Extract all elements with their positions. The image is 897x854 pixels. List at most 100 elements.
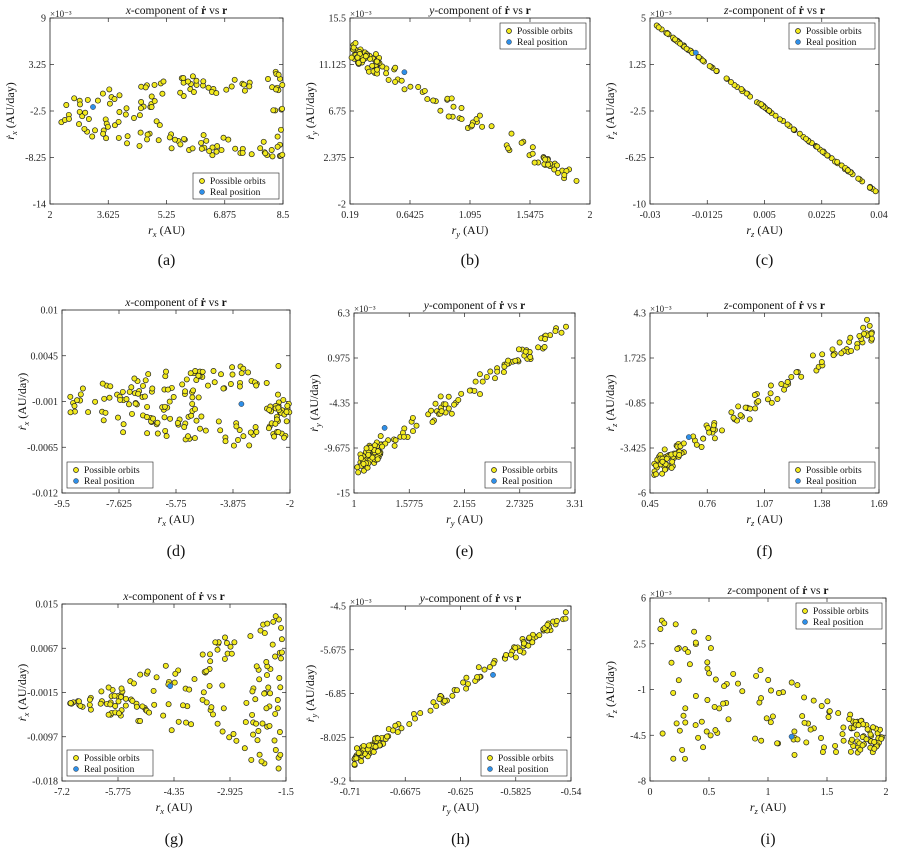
possible-orbit-point xyxy=(460,679,467,686)
possible-orbit-point xyxy=(71,95,78,102)
panel-title: z-component of ṙ vs r xyxy=(727,585,829,597)
possible-orbit-point xyxy=(264,672,270,679)
y-tick-label: 11.125 xyxy=(319,60,346,71)
possible-orbit-point xyxy=(180,93,187,99)
x-tick-label: -0.03 xyxy=(640,210,661,221)
possible-orbit-point xyxy=(707,645,714,652)
possible-orbit-point xyxy=(240,433,247,440)
possible-orbit-point xyxy=(463,685,470,692)
possible-orbit-point xyxy=(682,719,689,726)
possible-orbit-point xyxy=(375,448,381,455)
x-tick-label: -0.0125 xyxy=(692,210,723,221)
possible-orbit-point xyxy=(735,680,741,687)
possible-orbit-point xyxy=(505,357,512,364)
y-exponent-label: ×10⁻³ xyxy=(650,304,672,314)
possible-orbit-point xyxy=(190,89,197,95)
panel-title: x-component of ṙ vs r xyxy=(125,5,228,17)
possible-orbit-point xyxy=(92,127,98,134)
y-axis-label: ṙz (AU/day) xyxy=(603,83,619,140)
possible-orbit-point xyxy=(735,403,742,410)
possible-orbit-point xyxy=(115,118,122,125)
possible-orbit-point xyxy=(763,715,770,722)
possible-orbit-point xyxy=(245,369,252,376)
panel-f: 0.45 0.76 1.07 1.38 1.69 4.3 1.725 -0.85 -3.425 -… xyxy=(603,300,888,560)
possible-orbit-point xyxy=(854,344,861,351)
possible-orbit-point xyxy=(144,131,151,138)
x-tick-label: 8.5 xyxy=(277,210,290,221)
possible-orbit-point xyxy=(115,414,121,421)
possible-orbit-point xyxy=(177,89,184,96)
possible-orbit-point xyxy=(844,167,851,174)
real-position-point xyxy=(685,434,692,440)
panel-caption: (e) xyxy=(456,543,474,560)
possible-orbit-point xyxy=(392,437,399,444)
x-tick-label: 3.625 xyxy=(97,210,120,221)
legend-box xyxy=(499,22,587,50)
y-tick-label: -0.85 xyxy=(625,399,646,410)
possible-orbit-point xyxy=(413,422,420,429)
possible-orbit-point xyxy=(407,83,414,90)
legend-label-real: Real position xyxy=(84,765,135,775)
possible-orbit-point xyxy=(145,371,152,378)
possible-orbit-point xyxy=(847,748,854,755)
possible-orbit-point xyxy=(863,736,870,743)
y-tick-label: 6.75 xyxy=(329,107,347,118)
possible-orbit-point xyxy=(137,105,144,112)
possible-orbit-point xyxy=(137,129,144,136)
possible-orbit-point xyxy=(784,121,791,128)
real-position-point xyxy=(401,69,408,76)
possible-orbit-point xyxy=(454,687,460,694)
possible-orbit-point xyxy=(410,428,416,435)
possible-orbit-point xyxy=(272,420,279,427)
possible-orbit-point xyxy=(89,133,96,140)
legend-marker-real xyxy=(487,766,493,772)
possible-orbit-point xyxy=(791,751,798,758)
possible-orbit-point xyxy=(400,433,407,440)
possible-orbit-point xyxy=(455,396,462,403)
possible-orbit-point xyxy=(855,722,862,729)
panel-c: -0.03 -0.0125 0.005 0.0225 0.04 5 1.25 -2.5 -6.2… xyxy=(603,5,888,269)
possible-orbit-point xyxy=(670,689,677,696)
possible-orbit-point xyxy=(810,697,817,704)
possible-orbit-point xyxy=(241,745,248,752)
possible-orbit-point xyxy=(835,710,842,717)
legend-label-possible: Possible orbits xyxy=(210,177,266,187)
possible-orbit-point xyxy=(445,113,452,120)
possible-orbit-point xyxy=(707,732,714,739)
possible-orbit-point xyxy=(98,688,105,695)
possible-orbit-point xyxy=(691,628,698,635)
possible-orbit-point xyxy=(659,458,666,465)
legend-label-possible: Possible orbits xyxy=(806,27,862,37)
possible-orbit-point xyxy=(149,385,156,392)
possible-orbit-point xyxy=(573,177,580,184)
possible-orbit-point xyxy=(220,705,227,712)
y-tick-label: 1.25 xyxy=(629,60,647,71)
possible-orbit-point xyxy=(505,145,512,152)
possible-orbit-point xyxy=(752,405,759,412)
possible-orbit-point xyxy=(738,86,745,93)
possible-orbit-point xyxy=(661,446,668,453)
possible-orbit-point xyxy=(206,682,213,689)
possible-orbit-point xyxy=(430,699,437,706)
possible-orbit-point xyxy=(236,383,243,390)
possible-orbit-point xyxy=(179,381,186,388)
possible-orbit-point xyxy=(274,143,281,150)
possible-orbit-point xyxy=(477,391,483,398)
possible-orbit-point xyxy=(278,624,284,631)
panel-h: -0.71 -0.6675 -0.625 -0.5825 -0.54 -4.5 -5.675… xyxy=(303,593,581,848)
y-axis-label: ṙz (AU/day) xyxy=(603,661,619,718)
possible-orbit-point xyxy=(695,54,702,60)
legend-marker-real xyxy=(199,189,205,195)
possible-orbit-point xyxy=(739,688,746,695)
possible-orbit-point xyxy=(81,125,88,132)
possible-orbit-point xyxy=(871,739,878,745)
real-position-point xyxy=(167,683,173,689)
possible-orbit-point xyxy=(123,105,130,112)
possible-orbit-point xyxy=(788,373,795,380)
possible-orbit-point xyxy=(476,112,483,119)
possible-orbit-point xyxy=(475,664,482,671)
possible-orbit-point xyxy=(764,396,771,403)
x-tick-label: -0.6675 xyxy=(390,787,421,798)
